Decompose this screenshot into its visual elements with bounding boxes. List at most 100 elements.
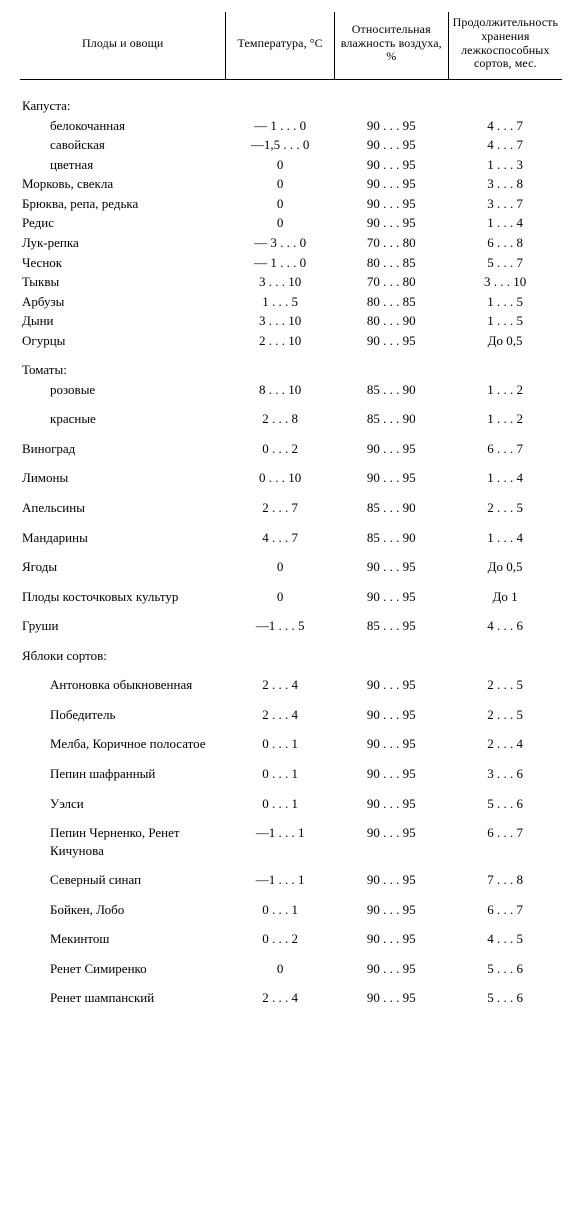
cell-name: Северный синап: [20, 870, 226, 890]
table-row: Лук-репка— 3 . . . 070 . . . 806 . . . 8: [20, 233, 562, 253]
cell-duration: 3 . . . 8: [448, 174, 562, 194]
cell-temperature: — 3 . . . 0: [226, 233, 334, 253]
table-row: Мекинтош0 . . . 290 . . . 954 . . . 5: [20, 929, 562, 949]
page: Плоды и овощи Температура, °C Относитель…: [0, 0, 582, 1028]
cell-duration: 5 . . . 6: [448, 959, 562, 979]
cell-name: Арбузы: [20, 292, 226, 312]
cell-name: белокочанная: [20, 116, 226, 136]
cell-temperature: 0: [226, 587, 334, 607]
cell-temperature: 0: [226, 174, 334, 194]
cell-humidity: 90 . . . 95: [334, 734, 448, 754]
cell-temperature: 0 . . . 1: [226, 734, 334, 754]
cell-humidity: 80 . . . 90: [334, 311, 448, 331]
cell-name: Мекинтош: [20, 929, 226, 949]
cell-temperature: 0: [226, 194, 334, 214]
cell-duration: 5 . . . 7: [448, 253, 562, 273]
cell-duration: 2 . . . 5: [448, 498, 562, 518]
cell-humidity: 90 . . . 95: [334, 794, 448, 814]
table-row: савойская—1,5 . . . 090 . . . 954 . . . …: [20, 135, 562, 155]
cell-name: савойская: [20, 135, 226, 155]
cell-name: Победитель: [20, 705, 226, 725]
cell-temperature: 0: [226, 959, 334, 979]
table-row: Ягоды090 . . . 95До 0,5: [20, 557, 562, 577]
table-body: Капуста:белокочанная— 1 . . . 090 . . . …: [20, 80, 562, 1008]
cell-duration: 3 . . . 6: [448, 764, 562, 784]
cell-temperature: 2 . . . 10: [226, 331, 334, 351]
cell-duration: 4 . . . 7: [448, 116, 562, 136]
storage-table: Плоды и овощи Температура, °C Относитель…: [20, 12, 562, 1008]
col-humidity: Относительная влажность воздуха, %: [334, 12, 448, 80]
table-header: Плоды и овощи Температура, °C Относитель…: [20, 12, 562, 80]
cell-humidity: 90 . . . 95: [334, 705, 448, 725]
table-row: Арбузы1 . . . 580 . . . 851 . . . 5: [20, 292, 562, 312]
cell-humidity: 85 . . . 90: [334, 409, 448, 429]
cell-humidity: 90 . . . 95: [334, 988, 448, 1008]
cell-duration: 1 . . . 4: [448, 213, 562, 233]
table-row: Лимоны0 . . . 1090 . . . 951 . . . 4: [20, 468, 562, 488]
cell-humidity: 90 . . . 95: [334, 439, 448, 459]
table-row: Виноград0 . . . 290 . . . 956 . . . 7: [20, 439, 562, 459]
cell-temperature: 0 . . . 1: [226, 794, 334, 814]
cell-temperature: 0 . . . 2: [226, 929, 334, 949]
cell-humidity: 90 . . . 95: [334, 194, 448, 214]
group-header: Томаты:: [20, 360, 562, 380]
cell-name: Чеснок: [20, 253, 226, 273]
cell-temperature: 0 . . . 10: [226, 468, 334, 488]
cell-duration: 2 . . . 4: [448, 734, 562, 754]
cell-humidity: 90 . . . 95: [334, 823, 448, 860]
cell-name: Брюква, репа, редька: [20, 194, 226, 214]
table-row: Дыни3 . . . 1080 . . . 901 . . . 5: [20, 311, 562, 331]
cell-temperature: 0 . . . 1: [226, 900, 334, 920]
table-row: розовые8 . . . 1085 . . . 901 . . . 2: [20, 380, 562, 400]
cell-temperature: 2 . . . 4: [226, 705, 334, 725]
cell-humidity: 85 . . . 95: [334, 616, 448, 636]
cell-name: Лук-репка: [20, 233, 226, 253]
cell-name: Пепин Черненко, Ренет Кичунова: [20, 823, 226, 860]
cell-name: Апельсины: [20, 498, 226, 518]
table-row: Уэлси0 . . . 190 . . . 955 . . . 6: [20, 794, 562, 814]
cell-temperature: — 1 . . . 0: [226, 116, 334, 136]
cell-duration: 1 . . . 5: [448, 311, 562, 331]
cell-humidity: 90 . . . 95: [334, 174, 448, 194]
cell-temperature: 0: [226, 213, 334, 233]
cell-humidity: 90 . . . 95: [334, 870, 448, 890]
cell-name: Антоновка обыкновенная: [20, 675, 226, 695]
cell-name: красные: [20, 409, 226, 429]
cell-humidity: 90 . . . 95: [334, 959, 448, 979]
cell-name: Ренет Симиренко: [20, 959, 226, 979]
cell-humidity: 90 . . . 95: [334, 135, 448, 155]
cell-duration: 1 . . . 3: [448, 155, 562, 175]
cell-name: Мандарины: [20, 528, 226, 548]
cell-name: цветная: [20, 155, 226, 175]
cell-humidity: 90 . . . 95: [334, 764, 448, 784]
cell-temperature: 2 . . . 4: [226, 675, 334, 695]
cell-duration: 6 . . . 7: [448, 439, 562, 459]
col-products: Плоды и овощи: [20, 12, 226, 80]
table-row: Тыквы3 . . . 1070 . . . 803 . . . 10: [20, 272, 562, 292]
cell-duration: 3 . . . 7: [448, 194, 562, 214]
cell-duration: 1 . . . 5: [448, 292, 562, 312]
cell-duration: 1 . . . 4: [448, 468, 562, 488]
cell-duration: 4 . . . 7: [448, 135, 562, 155]
table-row: Мелба, Коричное полосатое0 . . . 190 . .…: [20, 734, 562, 754]
cell-humidity: 90 . . . 95: [334, 587, 448, 607]
cell-humidity: 80 . . . 85: [334, 253, 448, 273]
cell-temperature: 3 . . . 10: [226, 311, 334, 331]
table-row: Апельсины2 . . . 785 . . . 902 . . . 5: [20, 498, 562, 518]
cell-duration: 7 . . . 8: [448, 870, 562, 890]
table-row: Победитель2 . . . 490 . . . 952 . . . 5: [20, 705, 562, 725]
cell-temperature: —1 . . . 1: [226, 870, 334, 890]
col-temperature: Температура, °C: [226, 12, 334, 80]
cell-name: Мелба, Коричное полосатое: [20, 734, 226, 754]
cell-temperature: —1,5 . . . 0: [226, 135, 334, 155]
table-row: Чеснок— 1 . . . 080 . . . 855 . . . 7: [20, 253, 562, 273]
cell-duration: 6 . . . 7: [448, 900, 562, 920]
table-row: Антоновка обыкновенная2 . . . 490 . . . …: [20, 675, 562, 695]
cell-temperature: —1 . . . 5: [226, 616, 334, 636]
cell-temperature: 2 . . . 4: [226, 988, 334, 1008]
table-row: Ренет шампанский2 . . . 490 . . . 955 . …: [20, 988, 562, 1008]
cell-duration: 5 . . . 6: [448, 988, 562, 1008]
table-row: Груши—1 . . . 585 . . . 954 . . . 6: [20, 616, 562, 636]
cell-humidity: 90 . . . 95: [334, 468, 448, 488]
cell-duration: 2 . . . 5: [448, 705, 562, 725]
